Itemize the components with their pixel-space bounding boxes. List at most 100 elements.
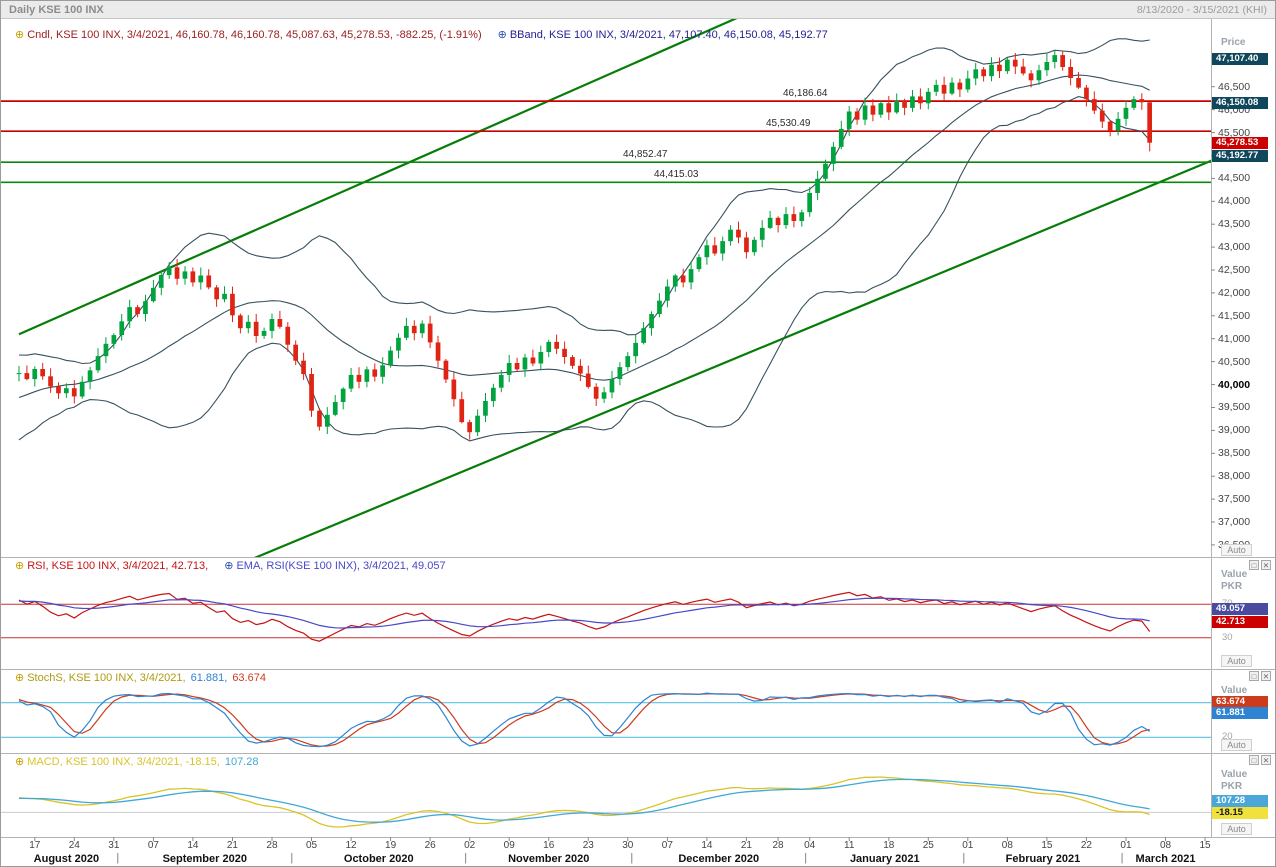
macd-axis-badge: -18.15 xyxy=(1212,807,1268,819)
price-tick-label: 43,000 xyxy=(1218,241,1251,254)
macd-axis-badge: 107.28 xyxy=(1212,795,1268,807)
rsi-level-label: 30 xyxy=(1222,631,1233,643)
price-tick-label: 41,500 xyxy=(1218,309,1251,322)
stoch-panel-close-icon[interactable]: ✕ xyxy=(1261,671,1271,681)
x-axis-date-label: 31 xyxy=(108,840,120,851)
macd-axis-title-line2: PKR xyxy=(1221,781,1243,792)
hline-value-label: 44,852.47 xyxy=(623,149,668,161)
price-axis-badge: 45,192.77 xyxy=(1212,150,1268,162)
x-axis-date-label: 21 xyxy=(226,840,238,851)
price-tick-label: 43,500 xyxy=(1218,218,1251,231)
stoch-axis-badge: 61.881 xyxy=(1212,707,1268,719)
x-axis-date-label: 30 xyxy=(622,840,634,851)
x-axis-date-label: 07 xyxy=(661,840,673,851)
x-axis-date-label: 12 xyxy=(345,840,357,851)
rsi-legend-text: RSI, KSE 100 INX, 3/4/2021, 42.713, xyxy=(27,560,209,572)
macd-axis-auto-button[interactable]: Auto xyxy=(1221,823,1252,835)
x-axis-date-label: 18 xyxy=(883,840,895,851)
price-tick-label: 40,000 xyxy=(1218,378,1251,391)
x-axis-date-label: 08 xyxy=(1159,840,1172,851)
x-axis-date-label: 28 xyxy=(772,840,784,851)
rsi-axis-badge: 42.713 xyxy=(1212,616,1268,628)
rsi-axis-auto-button[interactable]: Auto xyxy=(1221,655,1252,667)
x-axis-date-label: 15 xyxy=(1199,840,1211,851)
stoch-panel-controls: □ ✕ xyxy=(1249,671,1271,681)
x-axis-date-label: 22 xyxy=(1080,840,1092,851)
month-label: September 2020 xyxy=(162,853,247,865)
rsi-ema-series-icon[interactable]: ⊕ xyxy=(224,559,234,572)
price-axis-badge: 46,150.08 xyxy=(1212,97,1268,109)
month-label: November 2020 xyxy=(508,853,590,865)
date-range-label: 8/13/2020 - 3/15/2021 (KHI) xyxy=(1136,3,1267,16)
price-tick-label: 38,500 xyxy=(1218,447,1251,460)
rsi-series-icon[interactable]: ⊕ xyxy=(15,559,25,572)
x-axis-date-label: 26 xyxy=(424,840,436,851)
macd-panel-controls: □ ✕ xyxy=(1249,755,1271,765)
rsi-panel-restore-icon[interactable]: □ xyxy=(1249,560,1259,570)
month-label: February 2021 xyxy=(1005,853,1081,865)
price-tick-label: 42,500 xyxy=(1218,264,1251,276)
stoch-axis-title: Value xyxy=(1221,685,1248,696)
price-tick-label: 38,000 xyxy=(1218,470,1251,483)
x-axis-date-label: 01 xyxy=(962,840,974,851)
price-tick-label: 45,500 xyxy=(1218,126,1251,139)
x-axis-date-label: 28 xyxy=(266,840,278,851)
macd-legend: ⊕ MACD, KSE 100 INX, 3/4/2021, -18.15, 1… xyxy=(15,756,263,768)
x-axis-date-label: 02 xyxy=(464,840,476,851)
macd-panel-restore-icon[interactable]: □ xyxy=(1249,755,1259,765)
x-axis-date-label: 01 xyxy=(1120,840,1132,851)
rsi-axis-title-line2: PKR xyxy=(1221,581,1243,592)
price-tick-label: 40,500 xyxy=(1218,355,1251,368)
titlebar: Daily KSE 100 INX 8/13/2020 - 3/15/2021 … xyxy=(1,1,1275,19)
month-separator: | xyxy=(290,852,294,864)
bband-series-icon[interactable]: ⊕ xyxy=(497,28,507,41)
price-tick-label: 37,000 xyxy=(1218,516,1251,528)
x-axis-date-label: 16 xyxy=(543,840,555,851)
price-tick-label: 42,000 xyxy=(1218,286,1251,299)
hline-value-label: 45,530.49 xyxy=(766,118,811,130)
month-separator: | xyxy=(962,852,966,864)
x-axis-date-label: 17 xyxy=(29,840,41,851)
stoch-axis-auto-button[interactable]: Auto xyxy=(1221,739,1252,751)
price-tick-label: 39,000 xyxy=(1218,424,1251,437)
price-tick-label: 39,500 xyxy=(1218,401,1251,414)
price-tick-label: 46,500 xyxy=(1218,80,1251,93)
stoch-level-label: 20 xyxy=(1222,731,1233,743)
macd-legend-signal-value: 107.28 xyxy=(224,756,259,768)
stoch-panel-restore-icon[interactable]: □ xyxy=(1249,671,1259,681)
macd-axis-title-line1: Value xyxy=(1221,769,1248,780)
rsi-axis-badge: 49.057 xyxy=(1212,603,1268,615)
rsi-panel-controls: □ ✕ xyxy=(1249,560,1271,570)
rsi-panel-close-icon[interactable]: ✕ xyxy=(1261,560,1271,570)
x-axis-date-label: 04 xyxy=(804,840,816,851)
x-axis-date-label: 08 xyxy=(1001,840,1013,851)
price-tick-label: 41,000 xyxy=(1218,332,1251,345)
stoch-series-icon[interactable]: ⊕ xyxy=(15,671,25,684)
x-axis-date-label: 24 xyxy=(68,840,80,851)
macd-panel-close-icon[interactable]: ✕ xyxy=(1261,755,1271,765)
x-axis-date-label: 05 xyxy=(305,840,318,851)
macd-legend-base: MACD, KSE 100 INX, 3/4/2021, -18.15, xyxy=(27,756,220,768)
price-tick-label: 44,500 xyxy=(1218,172,1251,185)
x-axis-date-label: 19 xyxy=(385,840,397,851)
price-tick-label: 44,000 xyxy=(1218,195,1251,208)
month-label: December 2020 xyxy=(678,853,760,865)
stoch-legend: ⊕ StochS, KSE 100 INX, 3/4/2021, 61.881,… xyxy=(15,672,271,684)
macd-series-icon[interactable]: ⊕ xyxy=(15,755,25,768)
x-axis-date-label: 23 xyxy=(582,840,594,851)
month-separator: | xyxy=(630,852,634,864)
candle-series-icon[interactable]: ⊕ xyxy=(15,28,25,41)
stoch-legend-k-value: 61.881, xyxy=(190,672,228,684)
x-axis-date-label: 25 xyxy=(922,840,934,851)
rsi-legend: ⊕ RSI, KSE 100 INX, 3/4/2021, 42.713, ⊕ … xyxy=(15,560,462,572)
main-axis-auto-button[interactable]: Auto xyxy=(1221,544,1252,556)
month-separator: | xyxy=(116,852,120,864)
x-axis-date-label: 11 xyxy=(844,840,855,851)
x-axis-date-label: 07 xyxy=(147,840,159,851)
month-label: January 2021 xyxy=(849,853,920,865)
month-label: March 2021 xyxy=(1135,853,1196,865)
rsi-axis-title: Value PKR xyxy=(1221,569,1247,593)
window-title: Daily KSE 100 INX xyxy=(9,3,104,16)
